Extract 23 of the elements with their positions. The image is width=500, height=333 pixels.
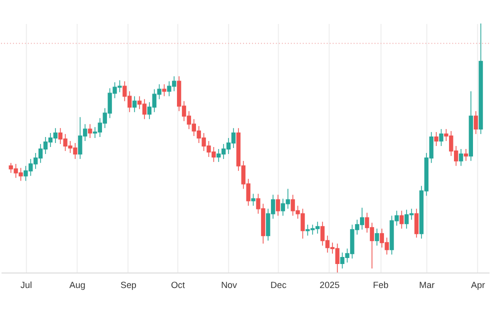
candlestick (434, 132, 438, 146)
candlestick (474, 110, 478, 134)
x-tick-label: Jul (20, 280, 32, 290)
candlestick (251, 193, 256, 206)
candlestick (88, 124, 92, 138)
candlestick (374, 228, 380, 246)
candlestick (458, 148, 464, 166)
x-tick-label: Apr (471, 280, 485, 290)
x-tick-label: Nov (221, 280, 238, 290)
x-tick-label: Sep (120, 280, 136, 290)
candlestick (276, 194, 280, 216)
candlestick (132, 96, 137, 113)
candlestick (400, 210, 404, 230)
x-tick-label: Aug (69, 280, 86, 290)
x-tick-label: Feb (373, 280, 388, 290)
candlestick (439, 128, 444, 146)
x-tick-label: Dec (270, 280, 287, 290)
candlestick (464, 148, 468, 162)
x-tick-label: Oct (170, 280, 186, 290)
candlestick (162, 84, 166, 97)
x-tick-label: 2025 (320, 280, 340, 290)
x-tick-label: Mar (419, 280, 435, 290)
candlestick (414, 208, 419, 238)
